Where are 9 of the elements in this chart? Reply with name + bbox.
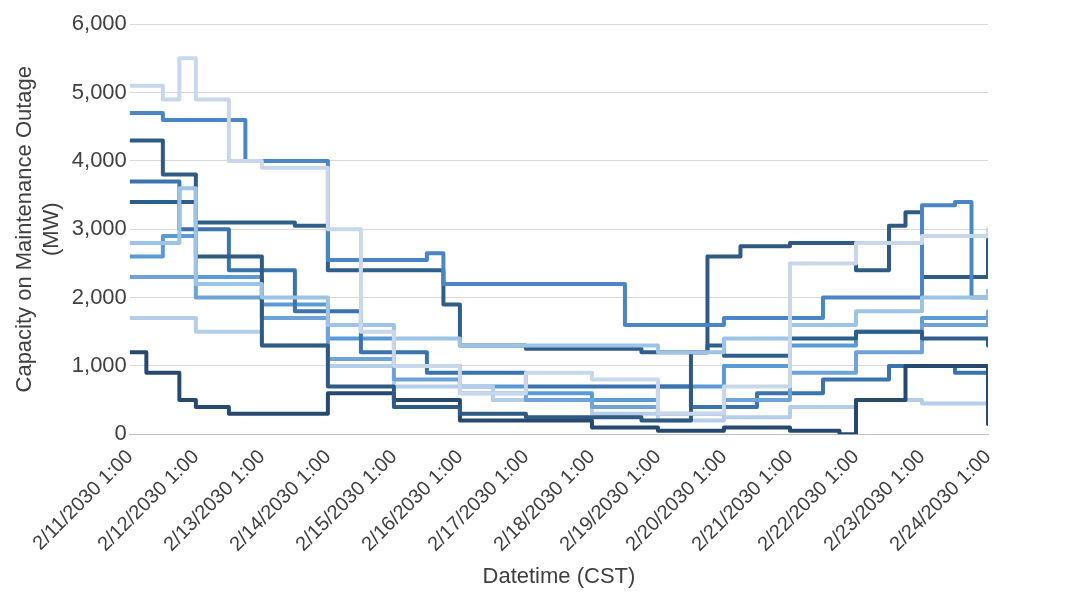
- y-tick-label: 1,000: [71, 351, 127, 377]
- y-tick-label: 3,000: [71, 215, 127, 241]
- y-tick-label: 6,000: [71, 10, 127, 36]
- y-tick-label: 4,000: [71, 146, 127, 172]
- y-tick-label: 2,000: [71, 283, 127, 309]
- y-tick-label: 5,000: [71, 78, 127, 104]
- x-axis-title: Datetime (CST): [482, 562, 636, 588]
- y-axis-title: Capacity on Maintenance Outage (MW): [11, 65, 63, 393]
- y-tick-label: 0: [114, 420, 127, 446]
